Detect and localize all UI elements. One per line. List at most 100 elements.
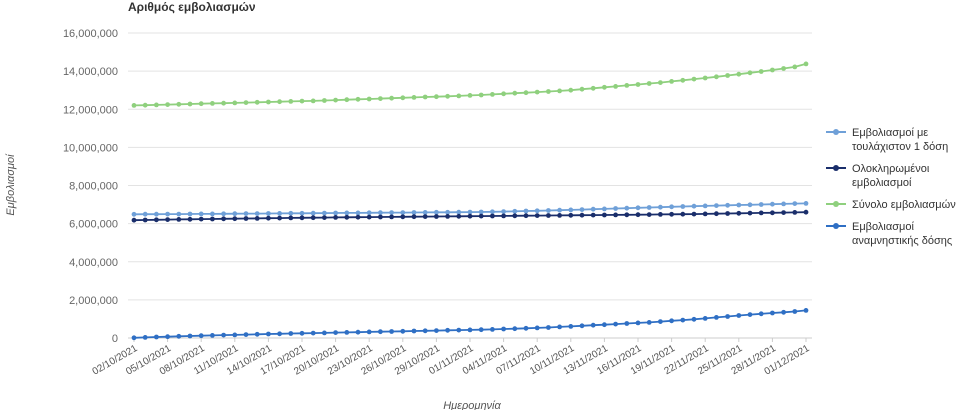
data-point[interactable]	[512, 213, 518, 219]
data-point[interactable]	[579, 212, 585, 218]
data-point[interactable]	[131, 211, 137, 217]
data-point[interactable]	[714, 74, 719, 80]
data-point[interactable]	[736, 210, 742, 216]
data-point[interactable]	[534, 325, 540, 331]
data-point[interactable]	[176, 101, 182, 107]
data-point[interactable]	[344, 330, 350, 335]
data-point[interactable]	[198, 211, 204, 217]
data-point[interactable]	[624, 212, 630, 218]
data-point[interactable]	[568, 212, 574, 218]
data-point[interactable]	[232, 211, 238, 217]
data-point[interactable]	[445, 209, 450, 215]
data-point[interactable]	[736, 313, 742, 318]
data-point[interactable]	[568, 87, 574, 93]
data-point[interactable]	[680, 204, 686, 209]
data-point[interactable]	[613, 84, 618, 89]
data-point[interactable]	[557, 324, 562, 330]
data-point[interactable]	[243, 211, 249, 217]
data-point[interactable]	[366, 210, 372, 216]
data-point[interactable]	[702, 316, 708, 321]
data-point[interactable]	[411, 328, 417, 334]
data-point[interactable]	[310, 98, 316, 104]
data-point[interactable]	[445, 327, 450, 333]
data-point[interactable]	[366, 329, 372, 335]
data-point[interactable]	[210, 101, 215, 106]
data-point[interactable]	[669, 204, 674, 210]
data-point[interactable]	[355, 329, 361, 335]
data-point[interactable]	[277, 211, 282, 216]
data-point[interactable]	[355, 210, 361, 216]
data-point[interactable]	[725, 211, 730, 216]
data-point[interactable]	[669, 318, 674, 324]
data-point[interactable]	[232, 100, 238, 106]
data-point[interactable]	[355, 96, 361, 102]
data-point[interactable]	[299, 210, 305, 216]
data-point[interactable]	[523, 325, 529, 331]
data-point[interactable]	[467, 93, 473, 98]
data-point[interactable]	[803, 61, 809, 67]
data-point[interactable]	[635, 320, 641, 326]
data-point[interactable]	[411, 95, 417, 100]
data-point[interactable]	[478, 92, 484, 98]
data-point[interactable]	[254, 216, 260, 221]
data-point[interactable]	[613, 321, 618, 327]
data-point[interactable]	[714, 203, 719, 209]
legend-item[interactable]: Εμβολιασμοί με τουλάχιστον 1 δόση	[826, 126, 960, 154]
data-point[interactable]	[445, 93, 450, 99]
data-point[interactable]	[557, 207, 562, 213]
data-point[interactable]	[714, 211, 719, 217]
data-point[interactable]	[478, 327, 484, 333]
data-point[interactable]	[725, 73, 730, 78]
data-point[interactable]	[322, 98, 327, 103]
data-point[interactable]	[131, 217, 137, 223]
data-point[interactable]	[546, 213, 551, 218]
data-point[interactable]	[389, 329, 394, 334]
data-point[interactable]	[310, 330, 316, 336]
data-point[interactable]	[725, 202, 730, 208]
data-point[interactable]	[288, 331, 294, 336]
data-point[interactable]	[781, 201, 786, 207]
data-point[interactable]	[165, 211, 171, 217]
data-point[interactable]	[142, 217, 148, 223]
data-point[interactable]	[299, 330, 305, 336]
data-point[interactable]	[512, 90, 518, 96]
data-point[interactable]	[658, 80, 663, 85]
data-point[interactable]	[579, 207, 585, 213]
data-point[interactable]	[254, 99, 260, 105]
data-point[interactable]	[266, 331, 271, 337]
data-point[interactable]	[411, 214, 417, 220]
data-point[interactable]	[366, 214, 372, 220]
data-point[interactable]	[142, 211, 148, 217]
data-point[interactable]	[792, 64, 798, 70]
data-point[interactable]	[490, 327, 495, 332]
data-point[interactable]	[434, 214, 439, 219]
data-point[interactable]	[646, 205, 652, 210]
data-point[interactable]	[624, 321, 630, 326]
data-point[interactable]	[176, 211, 182, 217]
data-point[interactable]	[131, 335, 137, 341]
data-point[interactable]	[467, 209, 473, 215]
data-point[interactable]	[579, 86, 585, 92]
data-point[interactable]	[411, 210, 417, 215]
data-point[interactable]	[366, 96, 372, 102]
data-point[interactable]	[501, 326, 506, 332]
data-point[interactable]	[747, 210, 753, 216]
data-point[interactable]	[490, 92, 495, 97]
data-point[interactable]	[165, 102, 171, 107]
data-point[interactable]	[781, 309, 786, 315]
data-point[interactable]	[602, 212, 607, 218]
data-point[interactable]	[322, 215, 327, 221]
data-point[interactable]	[277, 215, 282, 221]
data-point[interactable]	[221, 332, 227, 338]
data-point[interactable]	[456, 93, 462, 99]
data-point[interactable]	[658, 204, 663, 210]
data-point[interactable]	[165, 217, 171, 223]
data-point[interactable]	[590, 206, 596, 212]
data-point[interactable]	[400, 214, 406, 220]
data-point[interactable]	[299, 215, 305, 221]
data-point[interactable]	[232, 332, 238, 338]
data-point[interactable]	[770, 201, 775, 207]
data-point[interactable]	[546, 208, 551, 213]
data-point[interactable]	[646, 320, 652, 325]
data-point[interactable]	[277, 331, 282, 337]
